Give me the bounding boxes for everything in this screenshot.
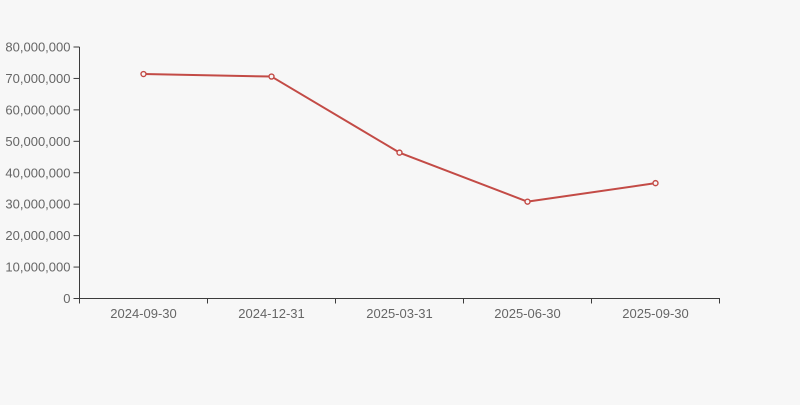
y-tick-label: 40,000,000 (5, 165, 70, 180)
y-tick-label: 20,000,000 (5, 228, 70, 243)
y-tick-label: 10,000,000 (5, 260, 70, 275)
x-tick-label: 2024-09-30 (110, 306, 177, 321)
y-tick-label: 30,000,000 (5, 197, 70, 212)
y-tick-label: 0 (63, 291, 70, 306)
x-tick-label: 2025-09-30 (622, 306, 689, 321)
x-tick-label: 2024-12-31 (238, 306, 305, 321)
data-point-marker[interactable] (140, 70, 147, 78)
x-tick-label: 2025-06-30 (494, 306, 561, 321)
y-tick-label: 50,000,000 (5, 134, 70, 149)
data-point-marker[interactable] (268, 73, 275, 80)
series-line (142, 73, 657, 203)
data-point-marker[interactable] (652, 179, 659, 187)
y-tick-label: 60,000,000 (5, 102, 70, 117)
data-point-marker[interactable] (396, 149, 403, 156)
x-tick-label: 2025-03-31 (366, 306, 433, 321)
y-tick-label: 80,000,000 (5, 40, 70, 55)
data-point-marker[interactable] (524, 198, 531, 205)
y-tick-label: 70,000,000 (5, 71, 70, 86)
